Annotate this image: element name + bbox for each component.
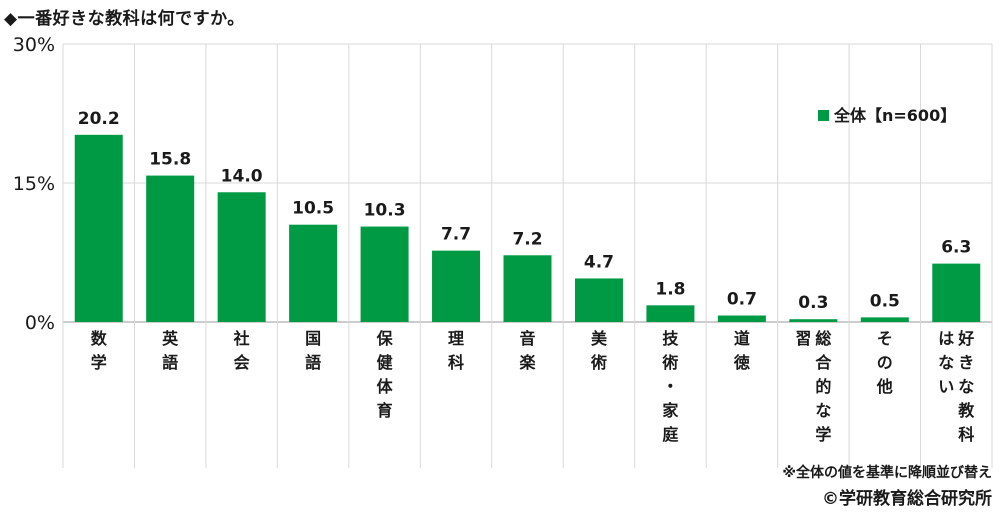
y-tick-label: 0% xyxy=(25,312,55,334)
data-label: 14.0 xyxy=(221,166,263,186)
data-label: 7.2 xyxy=(512,229,542,249)
bar xyxy=(74,134,123,322)
x-category-label: 数学 xyxy=(91,329,108,372)
data-label: 0.5 xyxy=(870,291,900,311)
bar xyxy=(217,192,266,322)
data-label: 7.7 xyxy=(441,225,471,245)
data-label: 1.8 xyxy=(655,279,685,299)
x-category-label: 技術・家庭 xyxy=(661,329,679,444)
bar xyxy=(860,317,909,322)
x-category-label: 音楽 xyxy=(518,329,536,372)
bar xyxy=(646,305,695,322)
bar xyxy=(503,255,552,322)
y-tick-label: 15% xyxy=(13,173,55,195)
data-label: 0.7 xyxy=(727,290,757,310)
x-category-label: 好きな教科はない xyxy=(938,329,975,444)
x-category-label: 国語 xyxy=(305,329,321,372)
data-label: 15.8 xyxy=(149,150,191,170)
bar xyxy=(432,250,481,322)
data-label: 10.5 xyxy=(292,199,334,219)
bar xyxy=(146,175,195,322)
x-category-label: 道徳 xyxy=(733,329,750,372)
data-label: 0.3 xyxy=(798,293,828,313)
sort-note: ※全体の値を基準に降順並び替え xyxy=(782,465,992,481)
data-label: 20.2 xyxy=(78,109,120,129)
bar xyxy=(289,224,338,322)
chart-title: ◆一番好きな教科は何ですか。 xyxy=(4,9,245,29)
data-label: 4.7 xyxy=(584,252,614,272)
x-category-label: 美術 xyxy=(590,329,608,372)
x-category-label: 保健体育 xyxy=(376,329,394,420)
legend-label: 全体【n=600】 xyxy=(833,106,956,125)
bar xyxy=(789,319,838,322)
x-category-label: 理科 xyxy=(448,329,464,372)
x-category-label: 社会 xyxy=(233,329,250,372)
bar xyxy=(717,315,766,322)
bar xyxy=(574,278,623,322)
x-category-label: 英語 xyxy=(161,329,179,372)
legend-swatch xyxy=(818,110,829,121)
bar xyxy=(360,226,409,322)
data-label: 6.3 xyxy=(941,238,971,258)
copyright: ©学研教育総合研究所 xyxy=(822,489,992,509)
x-category-label: その他 xyxy=(876,329,893,396)
x-category-label: 総合的な学習 xyxy=(795,329,832,444)
bar xyxy=(932,263,981,322)
y-tick-label: 30% xyxy=(13,34,55,56)
data-label: 10.3 xyxy=(364,201,406,221)
